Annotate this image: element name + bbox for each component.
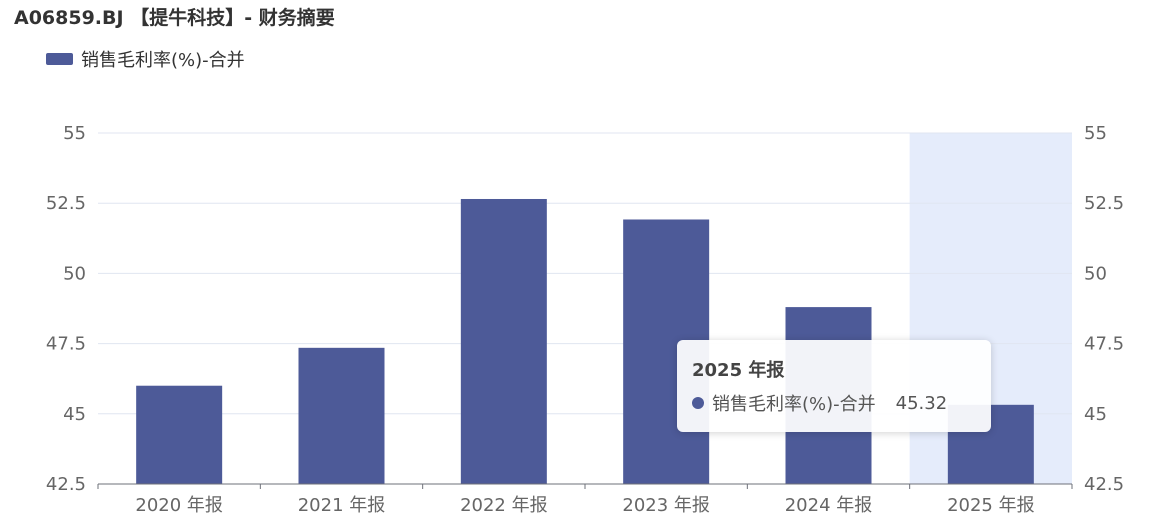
y-tick-label-left: 52.5 [46, 193, 86, 214]
y-tick-label-right: 52.5 [1084, 193, 1124, 214]
y-tick-label-right: 50 [1084, 263, 1107, 284]
x-tick-label: 2021 年报 [298, 495, 386, 516]
legend-swatch [46, 53, 73, 65]
y-tick-label-left: 50 [63, 263, 86, 284]
page-title: A06859.BJ 【提牛科技】- 财务摘要 [14, 7, 335, 29]
chart-tooltip: 2025 年报 销售毛利率(%)-合并 45.32 [677, 340, 991, 432]
chart-legend[interactable]: 销售毛利率(%)-合并 [46, 46, 245, 72]
bar [298, 347, 385, 484]
y-tick-label-right: 55 [1084, 123, 1107, 144]
y-tick-label-right: 47.5 [1084, 334, 1124, 355]
y-tick-label-right: 45 [1084, 404, 1107, 425]
tooltip-row: 销售毛利率(%)-合并 45.32 [692, 390, 977, 416]
tooltip-title: 2025 年报 [692, 360, 785, 381]
y-tick-label-left: 42.5 [46, 474, 86, 495]
legend-label: 销售毛利率(%)-合并 [81, 50, 245, 71]
x-tick-label: 2022 年报 [460, 495, 548, 516]
y-tick-label-left: 55 [63, 123, 86, 144]
bar [460, 198, 547, 484]
bar [136, 385, 223, 484]
tooltip-series-name: 销售毛利率(%)-合并 [712, 394, 876, 415]
tooltip-series-dot [692, 397, 704, 409]
x-tick-label: 2020 年报 [135, 495, 223, 516]
x-tick-label: 2023 年报 [622, 495, 710, 516]
y-tick-label-left: 47.5 [46, 334, 86, 355]
x-tick-label: 2024 年报 [785, 495, 873, 516]
y-tick-label-right: 42.5 [1084, 474, 1124, 495]
x-tick-label: 2025 年报 [947, 495, 1035, 516]
y-tick-label-left: 45 [63, 404, 86, 425]
tooltip-value: 45.32 [895, 392, 948, 414]
